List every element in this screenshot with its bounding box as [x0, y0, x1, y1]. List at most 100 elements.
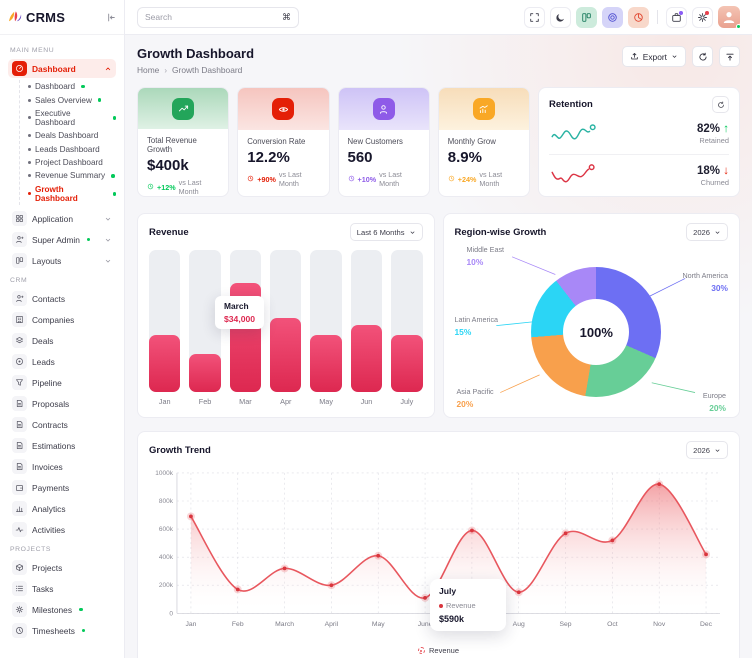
bar-may[interactable]	[310, 250, 342, 392]
sidebar-item-leads[interactable]: Leads	[8, 352, 116, 371]
slice-name: North America	[682, 271, 728, 280]
status-dot	[81, 84, 85, 89]
layouts-icon	[12, 253, 27, 268]
bar-july[interactable]	[391, 250, 423, 392]
donut-label-north-america: North America 30%	[682, 271, 728, 293]
sidebar-item-projects[interactable]: Projects	[8, 558, 116, 577]
tooltip-month: March	[224, 301, 249, 311]
analytics-icon	[12, 501, 27, 516]
reports-icon[interactable]	[628, 6, 649, 28]
divider	[657, 10, 658, 24]
bar-jun[interactable]	[350, 250, 383, 392]
refresh-button[interactable]	[692, 46, 713, 67]
bullet-icon	[28, 116, 31, 120]
donut[interactable]: 100%	[531, 267, 662, 397]
collapse-header-button[interactable]	[719, 46, 740, 67]
chevron-down-icon	[104, 236, 112, 244]
sidebar-subitem-project-dashboard[interactable]: Project Dashboard	[28, 156, 116, 169]
sidebar-item-timesheets[interactable]: Timesheets	[8, 621, 116, 640]
export-button[interactable]: Export	[621, 46, 686, 67]
sidebar-item-super-admin[interactable]: Super Admin	[8, 230, 116, 249]
main-area: Search ⌘ Growth Dashboard Home › Growth …	[125, 0, 752, 658]
collapse-top-icon	[725, 53, 734, 61]
sidebar-item-invoices[interactable]: Invoices	[8, 457, 116, 476]
breadcrumb-home[interactable]: Home	[137, 65, 160, 75]
timer-icon[interactable]	[602, 6, 623, 28]
contacts-icon	[12, 291, 27, 306]
sidebar-subitem-growth-dashboard[interactable]: Growth Dashboard	[28, 183, 116, 205]
donut-center-label: 100%	[563, 299, 630, 365]
sidebar-item-companies[interactable]: Companies	[8, 310, 116, 329]
sidebar-subitem-leads-dashboard[interactable]: Leads Dashboard	[28, 143, 116, 156]
svg-text:Aug: Aug	[513, 621, 525, 628]
retained-value: 82%	[697, 122, 721, 135]
series-dot-icon	[439, 603, 443, 608]
sidebar-item-payments[interactable]: Payments	[8, 478, 116, 497]
sidebar-item-contracts[interactable]: Contracts	[8, 415, 116, 434]
trend-year-select[interactable]: 2026	[686, 441, 728, 459]
brand-name: CRMS	[26, 9, 66, 25]
search-input[interactable]: Search ⌘	[137, 6, 299, 28]
bar-label: Feb	[198, 397, 212, 406]
fullscreen-icon[interactable]	[524, 6, 545, 28]
status-dot	[112, 192, 116, 196]
bar-fill	[189, 353, 221, 392]
integrations-icon[interactable]	[666, 6, 687, 28]
dark-mode-icon[interactable]	[550, 6, 571, 28]
sidebar-item-layouts[interactable]: Layouts	[8, 251, 116, 270]
bar-jan[interactable]	[149, 250, 181, 392]
bullet-icon	[28, 161, 31, 165]
sidebar-item-application[interactable]: Application	[8, 209, 116, 228]
sidebar-item-pipeline[interactable]: Pipeline	[8, 373, 116, 392]
proposals-icon	[12, 396, 27, 411]
revenue-range-select[interactable]: Last 6 Months	[349, 223, 423, 241]
badge-dot	[705, 10, 709, 15]
kanban-icon[interactable]	[576, 6, 597, 28]
sidebar-item-label: Leads	[32, 356, 55, 367]
sidebar-menu: MAIN MENU Dashboard Dashboard Sales Overvie…	[0, 35, 124, 658]
milestones-icon	[12, 602, 27, 617]
bar-apr[interactable]	[270, 250, 302, 392]
notifications-icon[interactable]	[692, 6, 713, 28]
sidebar-subitem-executive-dashboard[interactable]: Executive Dashboard	[28, 107, 116, 129]
stat-value: $400k	[147, 157, 189, 174]
trend-area-chart: 0 200k 400k 600k 800k 1000k Jan Feb March April Ma…	[149, 465, 728, 644]
sidebar-subitem-revenue-summary[interactable]: Revenue Summary	[28, 169, 116, 182]
sidebar-item-analytics[interactable]: Analytics	[8, 499, 116, 518]
sidebar-subitem-deals-dashboard[interactable]: Deals Dashboard	[28, 129, 116, 142]
status-dot	[112, 116, 116, 120]
sidebar-item-estimations[interactable]: Estimations	[8, 436, 116, 455]
sidebar-item-label: Payments	[32, 482, 70, 493]
sidebar-subitem-sales-overview[interactable]: Sales Overview	[28, 93, 116, 106]
sidebar-item-contacts[interactable]: Contacts	[8, 289, 116, 308]
sidebar-item-label: Projects	[32, 562, 63, 573]
retention-refresh-icon[interactable]	[712, 96, 729, 113]
sidebar-collapse-icon[interactable]	[107, 13, 116, 22]
sidebar-item-label: Estimations	[32, 440, 76, 451]
slice-percent: 10%	[466, 257, 484, 267]
sidebar-subitem-dashboard[interactable]: Dashboard	[28, 80, 116, 93]
chevron-down-icon	[715, 448, 720, 452]
invoices-icon	[12, 459, 27, 474]
sidebar-item-label: Pipeline	[32, 377, 62, 388]
sidebar-item-label: Milestones	[32, 604, 73, 615]
subitem-label: Project Dashboard	[35, 158, 103, 168]
stat-value: 560	[347, 149, 373, 166]
sidebar-item-activities[interactable]: Activities	[8, 520, 116, 539]
sidebar-item-tasks[interactable]: Tasks	[8, 579, 116, 598]
sidebar-item-deals[interactable]: Deals	[8, 331, 116, 350]
sidebar-item-dashboard[interactable]: Dashboard	[8, 59, 116, 78]
sidebar-item-proposals[interactable]: Proposals	[8, 394, 116, 413]
svg-text:Dec: Dec	[700, 621, 713, 628]
bar-label: Mar	[239, 397, 252, 406]
user-avatar[interactable]	[718, 6, 741, 29]
chevron-up-icon	[104, 65, 112, 73]
region-year-select[interactable]: 2026	[686, 223, 728, 241]
region-growth-card: Region-wise Growth 2026 100% North Ameri…	[442, 213, 740, 418]
trendup-icon	[172, 97, 195, 120]
stat-banner	[338, 88, 429, 130]
trend-title: Growth Trend	[149, 444, 211, 456]
sidebar-item-milestones[interactable]: Milestones	[8, 600, 116, 619]
bullet-icon	[28, 134, 31, 138]
